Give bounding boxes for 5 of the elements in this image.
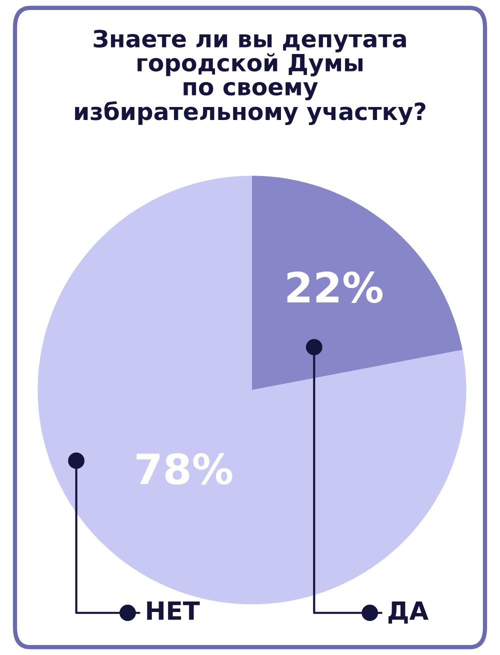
slice-label: НЕТ	[147, 602, 200, 620]
chart-title: Знаете ли вы депутата городской Думы по своему избирательному участку?	[75, 30, 426, 126]
slice-label: ДА	[388, 602, 428, 624]
data-label: 22%	[287, 272, 382, 304]
pie-slice	[252, 176, 462, 390]
